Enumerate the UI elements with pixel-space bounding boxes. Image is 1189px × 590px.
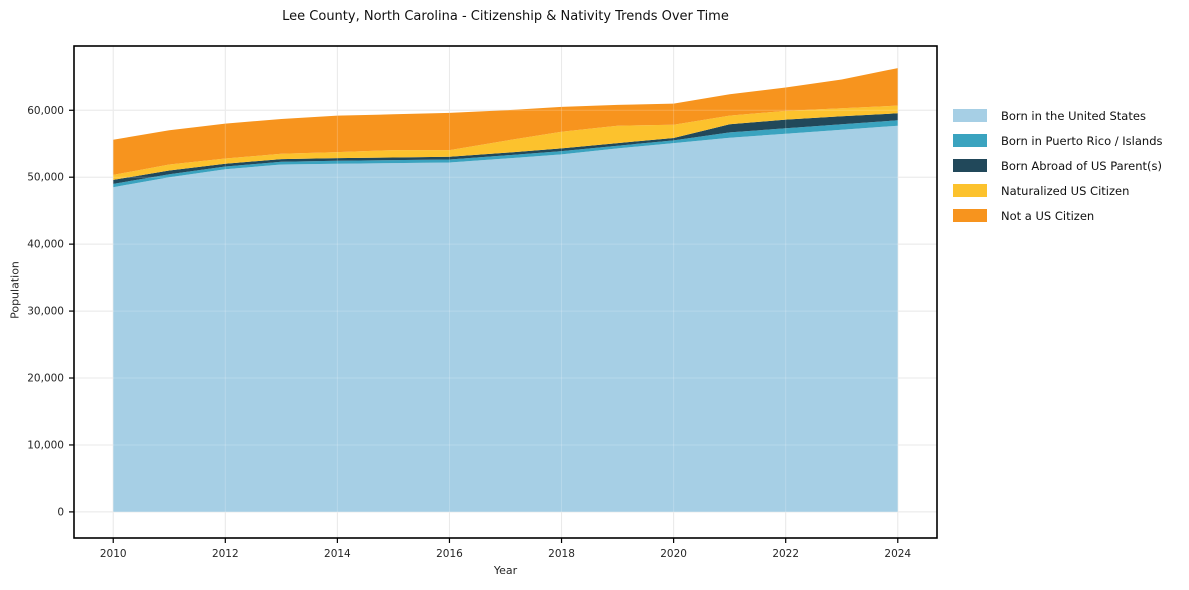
legend-swatch: [953, 109, 987, 122]
chart-title: Lee County, North Carolina - Citizenship…: [282, 9, 729, 24]
legend-item: Born Abroad of US Parent(s): [953, 153, 1163, 178]
y-tick-label: 10,000: [27, 439, 64, 451]
y-tick-label: 30,000: [27, 306, 64, 318]
legend-item: Born in Puerto Rico / Islands: [953, 128, 1163, 153]
legend-label: Naturalized US Citizen: [1001, 183, 1130, 198]
area-series-5: [113, 68, 898, 175]
y-tick-label: 20,000: [27, 373, 64, 385]
legend: Born in the United States Born in Puerto …: [953, 103, 1163, 228]
x-tick-label: 2014: [324, 548, 351, 560]
legend-swatch: [953, 134, 987, 147]
legend-item: Born in the United States: [953, 103, 1163, 128]
x-tick-label: 2010: [100, 548, 127, 560]
legend-swatch: [953, 184, 987, 197]
legend-label: Not a US Citizen: [1001, 208, 1095, 223]
legend-label: Born in Puerto Rico / Islands: [1001, 133, 1163, 148]
x-tick-label: 2016: [436, 548, 463, 560]
y-tick-label: 40,000: [27, 239, 64, 251]
x-tick-label: 2020: [660, 548, 687, 560]
area-series-1: [113, 125, 898, 512]
legend-swatch: [953, 159, 987, 172]
legend-item: Not a US Citizen: [953, 203, 1163, 228]
legend-swatch: [953, 209, 987, 222]
x-tick-label: 2018: [548, 548, 575, 560]
area-series-3: [113, 113, 898, 184]
x-tick-label: 2022: [772, 548, 799, 560]
y-tick-label: 0: [57, 506, 64, 518]
legend-label: Born in the United States: [1001, 108, 1146, 123]
area-series-4: [113, 105, 898, 180]
x-tick-label: 2012: [212, 548, 239, 560]
legend-label: Born Abroad of US Parent(s): [1001, 158, 1162, 173]
plot-border: [73, 45, 938, 539]
area-series-2: [113, 120, 898, 188]
x-axis-label: Year: [493, 564, 518, 577]
x-tick-label: 2024: [884, 548, 911, 560]
y-tick-label: 50,000: [27, 172, 64, 184]
y-tick-label: 60,000: [27, 105, 64, 117]
legend-item: Naturalized US Citizen: [953, 178, 1163, 203]
